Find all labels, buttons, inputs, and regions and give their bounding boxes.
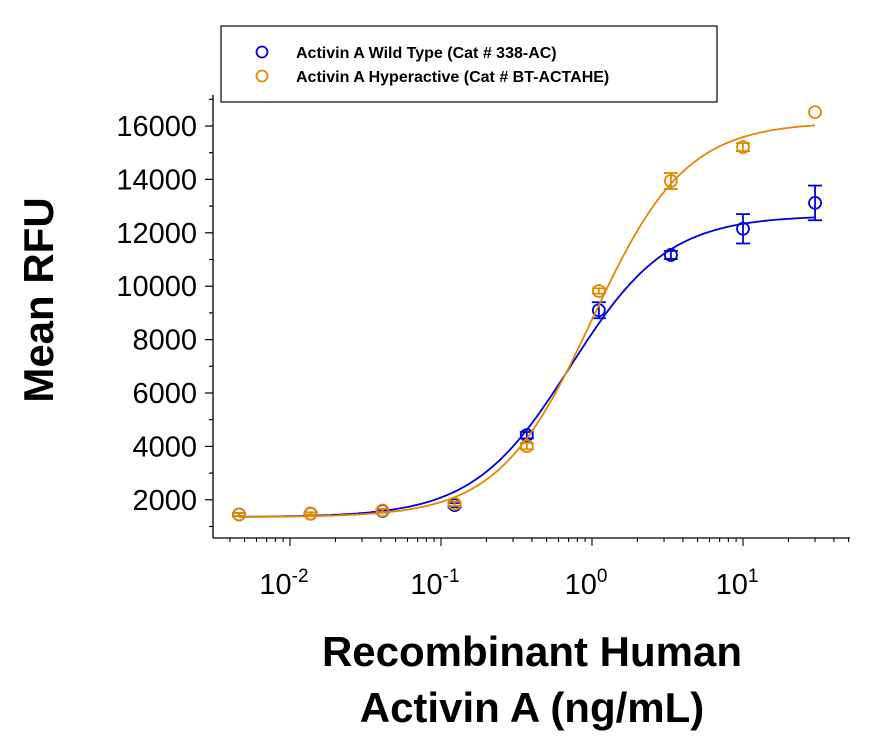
x-axis-label-line2: Activin A (ng/mL) — [360, 684, 705, 731]
legend-label-wild-type: Activin A Wild Type (Cat # 338-AC) — [296, 45, 557, 62]
x-tick-label: 100 — [565, 566, 608, 601]
y-tick-label: 4000 — [132, 431, 197, 463]
x-tick-label: 101 — [716, 566, 759, 601]
legend-label-hyperactive: Activin A Hyperactive (Cat # BT-ACTAHE) — [296, 69, 609, 86]
y-tick-label: 10000 — [116, 271, 197, 303]
data-point — [808, 105, 822, 120]
x-tick-label: 10-1 — [410, 566, 459, 601]
legend-marker-wild-type — [255, 45, 269, 59]
y-tick-label: 16000 — [116, 111, 197, 143]
data-point — [375, 503, 390, 518]
data-point — [663, 248, 678, 262]
data-point — [736, 221, 750, 236]
x-tick-label: 10-2 — [259, 566, 308, 601]
y-tick-label: 8000 — [132, 325, 197, 357]
data-point — [736, 140, 750, 154]
data-point — [663, 174, 678, 188]
data-point — [447, 496, 462, 511]
data-point — [232, 507, 246, 522]
y-axis-label: Mean RFU — [15, 197, 62, 402]
y-tick-label: 2000 — [132, 485, 197, 517]
data-point — [591, 284, 606, 298]
fit-curve-1 — [239, 124, 816, 518]
x-axis-label-line1: Recombinant Human — [322, 628, 742, 675]
legend-marker-hyperactive — [255, 69, 269, 83]
y-tick-label: 14000 — [116, 164, 197, 196]
data-point — [303, 506, 318, 521]
data-point — [519, 428, 534, 443]
y-tick-label: 12000 — [116, 218, 197, 250]
y-tick-label: 6000 — [132, 378, 197, 410]
legend: Activin A Wild Type (Cat # 338-AC) Activ… — [220, 25, 718, 103]
fit-curve-0 — [239, 216, 816, 518]
data-point — [808, 195, 822, 210]
legend-box — [220, 25, 718, 103]
data-point — [519, 439, 534, 454]
axes: 2000 4000 6000 8000 10000 12000 14000 16000 10-2… — [116, 95, 850, 601]
data-marks — [232, 105, 823, 522]
